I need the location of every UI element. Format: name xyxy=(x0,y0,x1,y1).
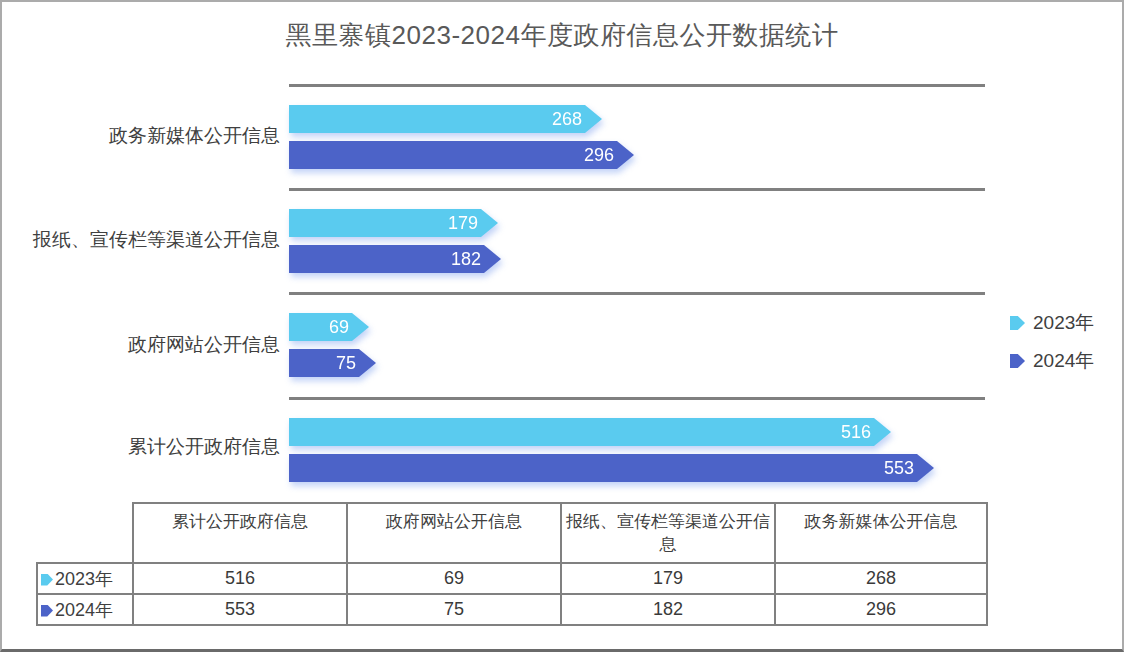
legend-item: 2024年 xyxy=(1010,346,1094,376)
table-header-cell: 政府网站公开信息 xyxy=(347,503,561,563)
bar-shape xyxy=(289,141,634,169)
bar-2023年: 516 xyxy=(289,418,891,446)
bar-2023年: 69 xyxy=(289,313,369,341)
series-arrow-icon xyxy=(41,605,53,617)
series-arrow-icon xyxy=(41,574,53,586)
bar-2023年: 179 xyxy=(289,209,498,237)
bar-2024年: 75 xyxy=(289,349,376,377)
table-row: 2024年55375182296 xyxy=(37,594,987,625)
bar-shape xyxy=(289,418,891,446)
bar-shape xyxy=(289,454,934,482)
bar-value-label: 296 xyxy=(584,141,614,169)
gridline xyxy=(289,292,985,295)
bar-value-label: 75 xyxy=(336,349,356,377)
legend-item: 2023年 xyxy=(1010,308,1094,338)
legend-arrow-icon xyxy=(1010,354,1025,368)
table-row-label: 2024年 xyxy=(37,594,133,625)
bar-plot-area: 政务新媒体公开信息 268296 报纸、宣传栏等渠道公开信息 179 182 政府网站公开… xyxy=(2,84,1124,497)
table-cell: 179 xyxy=(561,563,775,594)
table-cell: 516 xyxy=(133,563,347,594)
legend: 2023年 2024年 xyxy=(1010,308,1094,384)
gridline xyxy=(289,397,985,400)
bar-value-label: 179 xyxy=(448,209,478,237)
table-header-cell: 累计公开政府信息 xyxy=(133,503,347,563)
category-label: 政府网站公开信息 xyxy=(2,332,280,358)
table-cell: 182 xyxy=(561,594,775,625)
table-header-cell: 报纸、宣传栏等渠道公开信息 xyxy=(561,503,775,563)
table-cell: 553 xyxy=(133,594,347,625)
bar-value-label: 182 xyxy=(451,245,481,273)
category-row: 政务新媒体公开信息 268296 xyxy=(2,84,1124,188)
legend-label: 2023年 xyxy=(1033,310,1094,336)
table-corner-cell xyxy=(37,503,133,563)
category-row: 报纸、宣传栏等渠道公开信息 179 182 xyxy=(2,188,1124,292)
bar-2024年: 296 xyxy=(289,141,634,169)
table-cell: 75 xyxy=(347,594,561,625)
bar-value-label: 69 xyxy=(329,313,349,341)
bar-2024年: 182 xyxy=(289,245,501,273)
table-cell: 69 xyxy=(347,563,561,594)
table-row: 2023年51669179268 xyxy=(37,563,987,594)
chart-title: 黑里寨镇2023-2024年度政府信息公开数据统计 xyxy=(2,18,1122,53)
bar-value-label: 268 xyxy=(552,105,582,133)
data-table: 累计公开政府信息政府网站公开信息报纸、宣传栏等渠道公开信息政务新媒体公开信息20… xyxy=(36,502,988,626)
gridline xyxy=(289,84,985,87)
bar-value-label: 553 xyxy=(884,454,914,482)
bar-value-label: 516 xyxy=(841,418,871,446)
table-row-label: 2023年 xyxy=(37,563,133,594)
category-row: 政府网站公开信息 69 75 xyxy=(2,292,1124,397)
chart-canvas: 黑里寨镇2023-2024年度政府信息公开数据统计 政务新媒体公开信息26829… xyxy=(0,0,1124,652)
legend-label: 2024年 xyxy=(1033,348,1094,374)
category-row: 累计公开政府信息 516 553 xyxy=(2,397,1124,497)
bar-shape xyxy=(289,349,376,377)
legend-arrow-icon xyxy=(1010,316,1025,330)
table-cell: 296 xyxy=(775,594,987,625)
category-label: 累计公开政府信息 xyxy=(2,434,280,460)
table-header-cell: 政务新媒体公开信息 xyxy=(775,503,987,563)
category-label: 报纸、宣传栏等渠道公开信息 xyxy=(2,227,280,253)
gridline xyxy=(289,188,985,191)
category-label: 政务新媒体公开信息 xyxy=(2,123,280,149)
bar-2024年: 553 xyxy=(289,454,934,482)
bar-2023年: 268 xyxy=(289,105,602,133)
table-cell: 268 xyxy=(775,563,987,594)
